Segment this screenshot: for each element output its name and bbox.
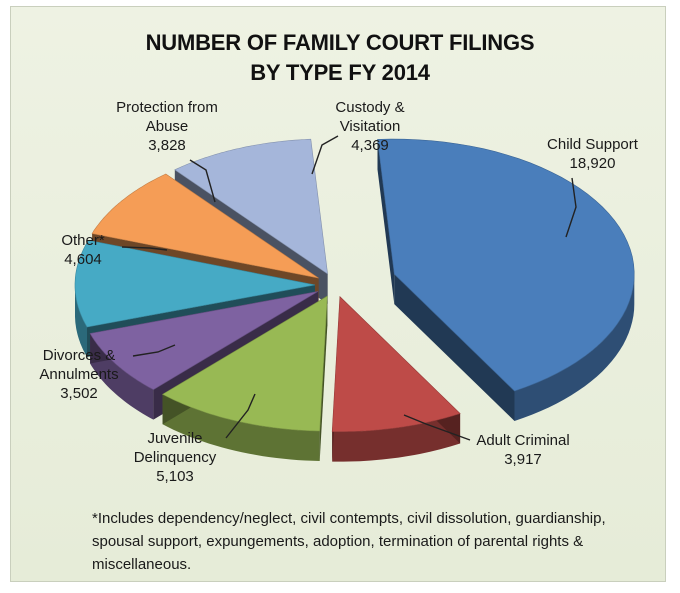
pie-slices bbox=[74, 138, 635, 462]
pie-slice-child-support bbox=[377, 138, 635, 421]
label-juvenile-name-2: Delinquency bbox=[133, 449, 217, 466]
label-other: Other* 4,604 bbox=[38, 231, 128, 269]
leader-adult-criminal bbox=[403, 414, 471, 441]
label-custody: Custody & Visitation 4,369 bbox=[310, 98, 430, 155]
pie-slice-juvenile-delinquency bbox=[161, 295, 328, 461]
leader-protection bbox=[189, 159, 216, 203]
pie-slice-wall bbox=[75, 284, 87, 357]
label-other-name: Other* bbox=[61, 232, 105, 249]
label-divorces-name-1: Divorces & bbox=[42, 347, 116, 364]
footnote: *Includes dependency/neglect, civil cont… bbox=[92, 510, 606, 573]
pie-slice-adult-criminal bbox=[331, 295, 461, 462]
label-child-support-name: Child Support bbox=[547, 136, 638, 153]
label-other-value: 4,604 bbox=[64, 251, 102, 268]
label-divorces: Divorces & Annulments 3,502 bbox=[14, 346, 144, 403]
leader-custody bbox=[311, 135, 339, 175]
label-divorces-value: 3,502 bbox=[60, 385, 98, 402]
leader-juvenile bbox=[225, 393, 256, 439]
label-custody-value: 4,369 bbox=[351, 137, 389, 154]
pie-slice-side bbox=[394, 274, 515, 421]
pie-slice-wall bbox=[162, 394, 320, 461]
label-protection-name-1: Protection from bbox=[116, 99, 218, 116]
leader-child-support bbox=[565, 177, 577, 238]
label-adult-criminal: Adult Criminal 3,917 bbox=[448, 431, 598, 469]
label-adult-criminal-value: 3,917 bbox=[504, 451, 542, 468]
label-custody-name-1: Custody & bbox=[335, 99, 405, 116]
pie-slice-side bbox=[377, 139, 395, 305]
label-protection-name-2: Abuse bbox=[145, 118, 189, 135]
pie-slice-top bbox=[89, 291, 319, 390]
leader-divorces bbox=[132, 344, 176, 357]
pie-slice-side bbox=[319, 296, 328, 461]
label-child-support: Child Support 18,920 bbox=[520, 135, 665, 173]
pie-slice-wall bbox=[332, 413, 461, 462]
pie-slice-top bbox=[74, 239, 316, 328]
chart-title: NUMBER OF FAMILY COURT FILINGS bbox=[145, 30, 535, 55]
label-juvenile-name-1: Juvenile bbox=[147, 430, 203, 447]
pie-slice-top bbox=[91, 173, 319, 279]
label-juvenile-value: 5,103 bbox=[156, 468, 194, 485]
pie-slice-wall bbox=[514, 274, 635, 421]
leader-lines bbox=[121, 135, 577, 441]
chart-subtitle: BY TYPE FY 2014 bbox=[250, 60, 430, 85]
label-custody-name-2: Visitation bbox=[339, 118, 401, 135]
label-juvenile: Juvenile Delinquency 5,103 bbox=[110, 429, 240, 486]
label-child-support-value: 18,920 bbox=[569, 155, 616, 172]
leader-other bbox=[121, 246, 168, 251]
pie-slice-top bbox=[161, 295, 328, 432]
label-divorces-name-2: Annulments bbox=[39, 366, 119, 383]
pie-slice-top bbox=[377, 138, 635, 392]
label-protection: Protection from Abuse 3,828 bbox=[92, 98, 242, 155]
pie-slice-top bbox=[331, 295, 461, 432]
label-protection-value: 3,828 bbox=[148, 137, 186, 154]
label-adult-criminal-name: Adult Criminal bbox=[476, 432, 570, 449]
